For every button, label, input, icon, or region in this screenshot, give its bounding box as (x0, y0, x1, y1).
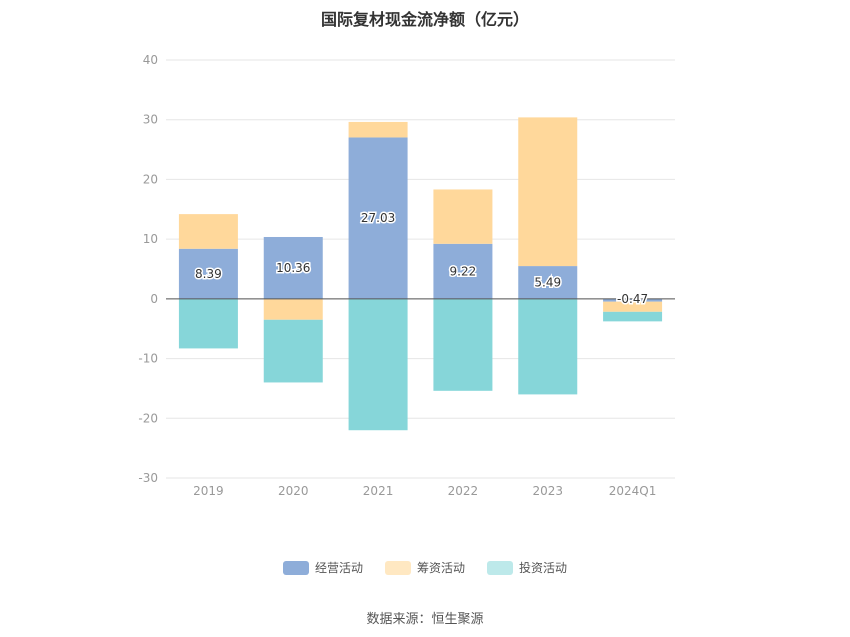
data-label: 8.39 (195, 267, 222, 281)
legend: 经营活动 筹资活动 投资活动 (0, 559, 850, 576)
chart-title: 国际复材现金流净额（亿元） (320, 10, 529, 29)
bar-经营活动 (263, 236, 323, 299)
data-label: 5.49 (534, 275, 561, 289)
x-tick-label: 2024Q1 (609, 484, 657, 498)
x-tick-label: 2019 (193, 484, 224, 498)
legend-swatch-operating (282, 560, 309, 575)
legend-label-financing: 筹资活动 (416, 561, 465, 575)
legend-label-investing: 投资活动 (519, 561, 568, 575)
bar-筹资活动 (603, 301, 663, 312)
bar-经营活动 (433, 243, 493, 299)
data-label: 10.36 (276, 261, 310, 275)
y-tick-label: 0 (150, 292, 158, 306)
bar-筹资活动 (348, 121, 408, 138)
data-label: -0.47 (617, 292, 648, 306)
legend-item-investing[interactable]: 投资活动 (487, 559, 567, 576)
y-tick-label: 20 (143, 172, 158, 186)
bar-经营活动 (603, 298, 663, 302)
data-label: 9.22 (450, 264, 477, 278)
x-tick-label: 2022 (448, 484, 479, 498)
bar-投资活动 (348, 298, 408, 431)
bar-筹资活动 (433, 189, 493, 244)
bar-经营活动 (518, 266, 578, 299)
y-tick-label: 30 (143, 113, 158, 127)
bar-筹资活动 (178, 214, 238, 249)
y-tick-label: -20 (138, 411, 158, 425)
y-tick-label: -30 (138, 471, 158, 485)
bar-投资活动 (263, 319, 323, 383)
bar-经营活动 (178, 248, 238, 299)
bar-投资活动 (603, 311, 663, 322)
data-label: 27.03 (361, 211, 395, 225)
data-source: 数据来源：恒生聚源 (366, 612, 484, 627)
legend-item-operating[interactable]: 经营活动 (282, 559, 363, 576)
y-tick-label: 10 (143, 232, 158, 246)
legend-item-financing[interactable]: 筹资活动 (384, 559, 465, 576)
bar-投资活动 (178, 298, 238, 349)
legend-swatch-investing (487, 560, 513, 575)
bar-投资活动 (433, 298, 493, 391)
bar-筹资活动 (263, 298, 323, 320)
y-tick-label: -10 (138, 352, 158, 366)
legend-label-operating: 经营活动 (314, 561, 363, 575)
y-tick-label: 40 (143, 53, 158, 67)
bar-经营活动 (348, 137, 408, 299)
x-tick-label: 2021 (363, 484, 394, 498)
x-tick-label: 2023 (532, 484, 563, 498)
bar-投资活动 (518, 298, 578, 395)
legend-swatch-financing (384, 560, 411, 575)
x-tick-label: 2020 (278, 484, 309, 498)
bar-筹资活动 (518, 117, 578, 267)
